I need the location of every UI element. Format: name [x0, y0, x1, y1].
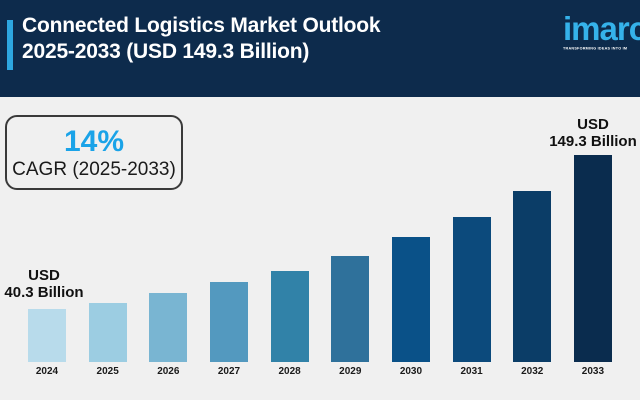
- x-axis-label-2028: 2028: [278, 366, 301, 377]
- first-bar-value-line-2: 40.3 Billion: [4, 284, 84, 301]
- bar-column-2027: 2027: [209, 132, 248, 377]
- cagr-label: CAGR (2025-2033): [12, 158, 176, 180]
- first-bar-value-label: USD 40.3 Billion: [0, 267, 94, 301]
- x-axis-label-2030: 2030: [399, 366, 423, 377]
- page-title: Connected Logistics Market Outlook 2025-…: [22, 13, 381, 65]
- bar-2024: [28, 309, 66, 362]
- x-axis-label-2033: 2033: [581, 366, 605, 377]
- x-axis-label-2025: 2025: [96, 366, 119, 377]
- bar-2025: [88, 303, 127, 362]
- logo-wordmark: imarc: [563, 10, 640, 47]
- bar-column-2028: 2028: [270, 132, 309, 377]
- bar-column-2031: 2031: [452, 132, 491, 377]
- bar-2030: [391, 237, 430, 362]
- imarc-logo: imarc TRANSFORMING IDEAS INTO IM: [563, 11, 640, 53]
- title-line-2: 2025-2033 (USD 149.3 Billion): [22, 40, 310, 63]
- x-axis-label-2026: 2026: [157, 366, 180, 377]
- header: Connected Logistics Market Outlook 2025-…: [0, 0, 640, 97]
- last-bar-value-line-1: USD: [577, 116, 609, 133]
- bar-column-2032: 2032: [513, 132, 552, 377]
- bar-column-2025: 2025: [88, 132, 127, 377]
- logo-tagline: TRANSFORMING IDEAS INTO IM: [563, 47, 628, 51]
- bar-column-2029: 2029: [331, 132, 370, 377]
- bar-chart: 2024 2025 2026 2027 2028 2029 2030 2031 2032 2033: [28, 132, 612, 377]
- last-bar-value-line-2: 149.3 Billion: [549, 133, 637, 150]
- cagr-value: 14%: [63, 124, 125, 158]
- x-axis-label-2024: 2024: [35, 366, 59, 377]
- title-accent-bar: [7, 20, 13, 70]
- bar-2026: [149, 293, 188, 362]
- x-axis-label-2029: 2029: [339, 366, 362, 377]
- bar-2027: [209, 282, 248, 362]
- x-axis-label-2031: 2031: [460, 366, 483, 377]
- title-line-1: Connected Logistics Market Outlook: [22, 14, 381, 37]
- bar-2032: [513, 191, 552, 362]
- bar-column-2024: 2024: [28, 132, 66, 377]
- first-bar-value-line-1: USD: [28, 267, 60, 284]
- bar-column-2026: 2026: [149, 132, 188, 377]
- x-axis-label-2032: 2032: [521, 366, 544, 377]
- x-axis-label-2027: 2027: [217, 366, 241, 377]
- cagr-badge: 14% CAGR (2025-2033): [5, 115, 183, 190]
- bar-2031: [452, 217, 491, 362]
- bar-column-2030: 2030: [391, 132, 430, 377]
- bar-2033: [573, 155, 612, 362]
- bar-2028: [270, 271, 309, 362]
- last-bar-value-label: USD 149.3 Billion: [543, 116, 640, 150]
- bar-2029: [331, 256, 370, 362]
- bar-column-2033: 2033: [573, 132, 612, 377]
